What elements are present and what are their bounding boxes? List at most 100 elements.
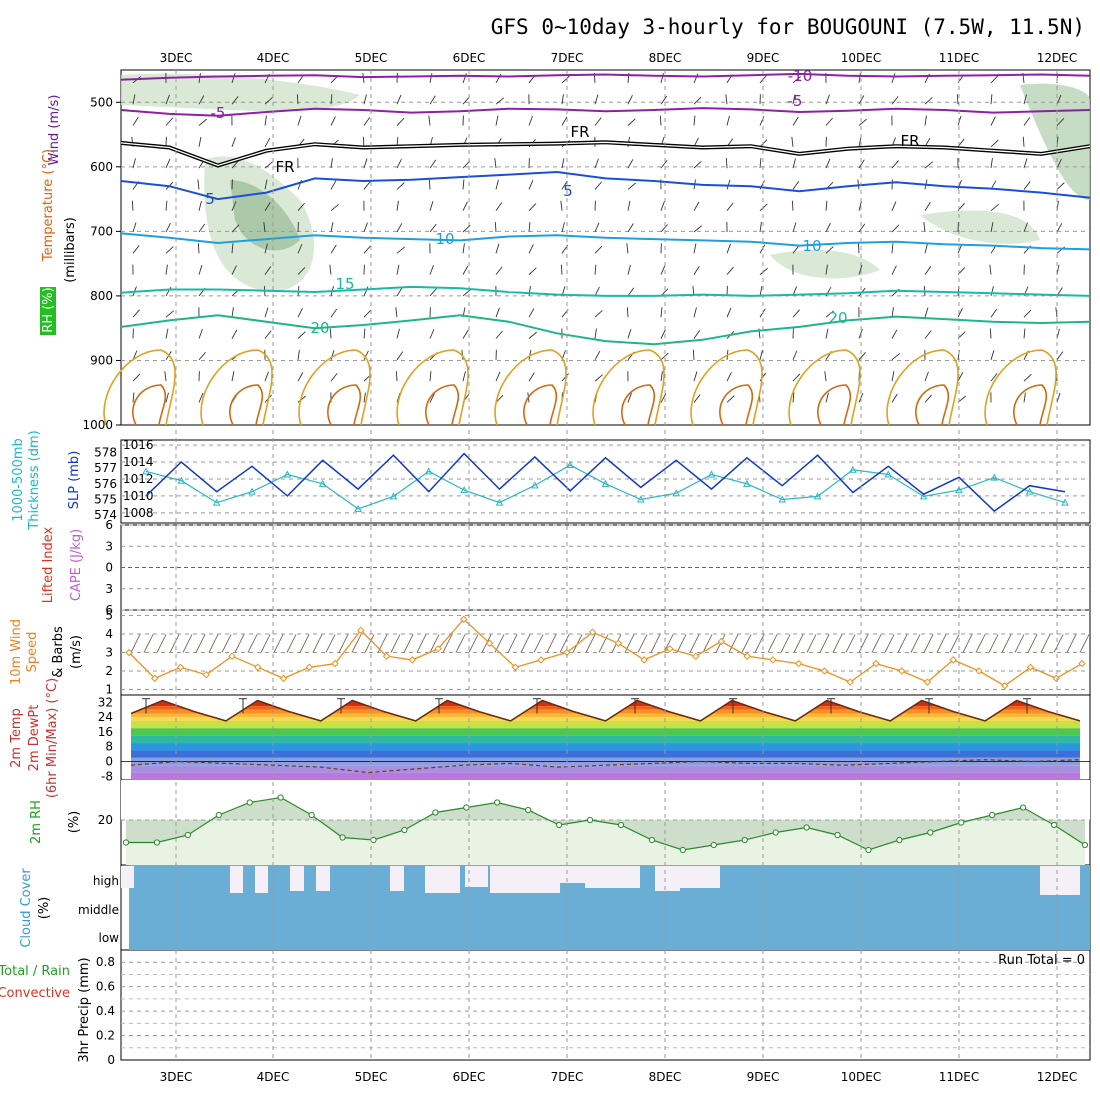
surface-wind-barb — [299, 634, 310, 653]
wind-barb — [726, 115, 730, 126]
wind-barb — [660, 371, 663, 382]
surface-wind-barb — [1079, 634, 1090, 653]
rh-marker — [122, 839, 130, 846]
convective-contour — [229, 384, 264, 426]
surface-wind-barb — [689, 634, 700, 653]
thickness-marker — [707, 470, 716, 478]
wind-barb — [1056, 351, 1064, 361]
wind-barb — [791, 200, 794, 211]
date-label-bottom: 10DEC — [841, 1070, 881, 1084]
wind-barb — [891, 307, 894, 318]
date-label-bottom: 5DEC — [355, 1070, 388, 1084]
convective-contour — [103, 349, 176, 426]
wind-barb — [726, 307, 732, 318]
isotherm-line — [120, 107, 1091, 117]
wind-barb — [627, 392, 632, 403]
wind-barb — [594, 117, 602, 126]
wind-barb — [396, 200, 399, 211]
rh-shading — [121, 73, 360, 112]
wind-barb — [264, 97, 273, 105]
wind-barb — [627, 182, 636, 190]
surface-wind-barb — [507, 634, 518, 653]
isotherm-line — [120, 72, 1091, 81]
wind-barb — [1056, 158, 1062, 169]
cloud-gap — [230, 866, 243, 893]
wind-barb — [858, 136, 862, 147]
wind-barb — [462, 179, 465, 190]
convective-contour — [817, 384, 852, 426]
surface-wind-barb — [416, 634, 427, 653]
convective-contour — [298, 349, 371, 426]
cloud-level-label: middle — [78, 903, 119, 917]
surface-wind-barb — [975, 634, 986, 653]
surface-wind-barb — [442, 634, 453, 653]
wind-barb — [924, 394, 932, 403]
surface-wind-barb — [767, 634, 778, 653]
date-label-top: 6DEC — [453, 51, 486, 65]
wind-barb — [561, 75, 570, 84]
wind-speed-marker — [460, 615, 468, 623]
wind-barb — [263, 222, 266, 233]
wind-barb — [660, 329, 666, 339]
pressure-tick-label: 900 — [90, 353, 113, 367]
temp-band — [131, 743, 1080, 751]
temp2m-axis-label-3: (6hr Min/Max) (°C) — [45, 678, 60, 798]
wind-barb — [759, 267, 768, 275]
wind-barb — [1023, 392, 1026, 403]
thickness-marker — [778, 495, 787, 503]
wind-barb — [330, 94, 333, 105]
wind-barb — [792, 392, 795, 403]
date-label-top: 11DEC — [939, 51, 979, 65]
wind-barb — [462, 243, 465, 254]
isotherm-line — [120, 285, 1091, 297]
wind-barb — [429, 95, 436, 105]
rh-fill — [126, 797, 1085, 865]
wind-barb — [824, 371, 827, 382]
surface-wind-barb — [520, 634, 531, 653]
rh-marker — [648, 836, 656, 844]
surface-wind-barb — [546, 634, 557, 653]
date-label-bottom: 8DEC — [649, 1070, 682, 1084]
temp2m-axis-label-1: 2m Temp — [9, 708, 24, 768]
wind-barb — [924, 115, 927, 126]
wind-barb — [495, 266, 503, 275]
wind-speed-marker — [640, 656, 648, 664]
precip-axis-label-1: Total / Rain — [0, 964, 70, 979]
thickness-tick-label: 576 — [94, 477, 117, 491]
cloud-gap — [560, 866, 585, 883]
wind-barb — [891, 160, 899, 169]
wind-barb — [825, 117, 833, 126]
rh-marker — [370, 836, 377, 844]
wind-barb — [924, 97, 933, 105]
cloud-cover-panel: high middle low — [78, 865, 1090, 950]
isotherm-label: 5 — [563, 182, 573, 200]
rh-high-fill — [126, 797, 1085, 850]
surface-wind-barb — [221, 634, 232, 653]
wind-barb — [429, 223, 437, 233]
wind-barb — [726, 243, 731, 254]
wind-barb — [561, 222, 565, 233]
wind-barb — [825, 328, 829, 339]
temp-band — [131, 713, 1080, 718]
surface-wind-barb — [169, 634, 180, 653]
wind-barb — [891, 265, 897, 275]
date-label-bottom: 11DEC — [939, 1070, 979, 1084]
wind-barb — [924, 371, 929, 382]
wind-barb — [990, 308, 998, 318]
surface-wind-barb — [1053, 634, 1064, 653]
wind-barb — [429, 393, 435, 403]
wind-barb — [330, 308, 338, 318]
wind-barb — [429, 329, 435, 339]
wind-barb — [858, 159, 865, 169]
cape-axis-label: CAPE (J/kg) — [69, 529, 84, 601]
isotherm-label: -5 — [211, 104, 226, 122]
wind-barb — [363, 117, 371, 126]
wind-barb — [132, 116, 139, 126]
wind-barb — [693, 160, 702, 169]
rh-marker — [432, 809, 439, 816]
cloud-gap — [425, 866, 460, 893]
wind-barb — [363, 309, 372, 318]
rh-marker — [896, 836, 903, 844]
convective-contour — [1013, 384, 1048, 426]
